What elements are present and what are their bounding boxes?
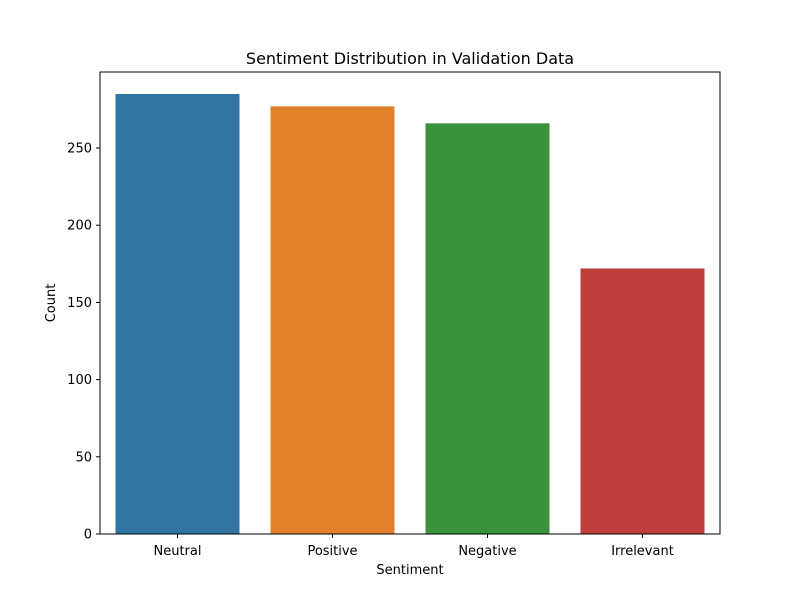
x-tick-label-irrelevant: Irrelevant: [611, 544, 674, 559]
y-tick-label-200: 200: [67, 219, 92, 234]
y-axis: 0 50 100 150 200 250: [67, 142, 100, 543]
plot-frame: [99, 71, 721, 535]
bar-negative: [425, 123, 550, 534]
chart-title: Sentiment Distribution in Validation Dat…: [246, 49, 574, 68]
x-tick-label-neutral: Neutral: [154, 544, 202, 559]
y-tick-label-100: 100: [67, 373, 92, 388]
y-tick-label-250: 250: [67, 142, 92, 157]
y-tick-label-50: 50: [75, 450, 92, 465]
x-axis-label: Sentiment: [376, 563, 443, 578]
bar-positive: [270, 106, 395, 534]
y-tick-label-150: 150: [67, 296, 92, 311]
y-axis-label: Count: [44, 284, 59, 323]
x-tick-label-negative: Negative: [458, 544, 516, 559]
bar-irrelevant: [580, 268, 705, 534]
x-tick-label-positive: Positive: [307, 544, 357, 559]
x-axis: Neutral Positive Negative Irrelevant: [154, 534, 674, 559]
bars-group: [115, 94, 705, 534]
bar-neutral: [115, 94, 240, 534]
y-tick-label-0: 0: [84, 528, 92, 543]
